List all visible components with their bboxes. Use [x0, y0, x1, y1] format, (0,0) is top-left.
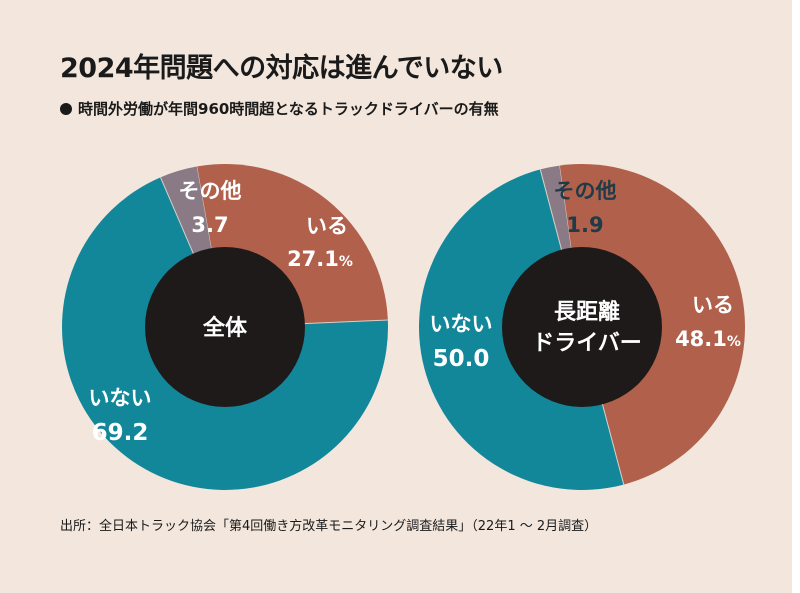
bullet-icon — [60, 103, 72, 115]
slice-value-iru-overall: 27.1 — [287, 247, 339, 271]
slice-value-iru-long-group: 48.1% — [675, 327, 741, 351]
donut-hole-overall — [145, 247, 305, 407]
chart-subtitle: 時間外労働が年間960時間超となるトラックドライバーの有無 — [60, 98, 499, 119]
slice-unit-iru-overall: % — [339, 254, 353, 270]
slice-label-sonota-long: その他 — [554, 179, 617, 203]
slice-label-inai-long: いない — [430, 312, 493, 336]
center-label-line1: 長距離 — [554, 299, 620, 325]
slice-label-sonota-overall: その他 — [179, 179, 242, 203]
slice-label-iru-overall: いる — [306, 214, 348, 238]
slice-unit-iru-long: % — [727, 334, 741, 350]
donut-chart-overall: 全体 その他 3.7 いる 27.1% いない 69.2 — [61, 164, 388, 491]
slice-value-inai-overall: 69.2 — [92, 420, 149, 446]
donut-hole-long-distance — [502, 247, 662, 407]
center-label-line2: ドライバー — [532, 331, 642, 356]
slice-value-sonota-long: 1.9 — [566, 213, 603, 237]
slice-label-iru-long: いる — [692, 293, 734, 317]
slice-value-inai-long: 50.0 — [433, 346, 490, 372]
slice-value-sonota-overall: 3.7 — [191, 213, 228, 237]
slice-label-inai-overall: いない — [89, 386, 152, 410]
center-label-overall: 全体 — [202, 315, 248, 341]
source-note: 出所：全日本トラック協会「第4回働き方改革モニタリング調査結果」（22年1 ～ … — [60, 519, 598, 534]
subtitle-text: 時間外労働が年間960時間超となるトラックドライバーの有無 — [78, 100, 499, 118]
donut-chart-long-distance: 長距離 ドライバー その他 1.9 いる 48.1% いない 50.0 — [418, 163, 746, 491]
slice-value-iru-long: 48.1 — [675, 327, 727, 351]
slice-value-iru-overall-group: 27.1% — [287, 247, 353, 271]
chart-title: 2024年問題への対応は進んでいない — [60, 53, 503, 84]
